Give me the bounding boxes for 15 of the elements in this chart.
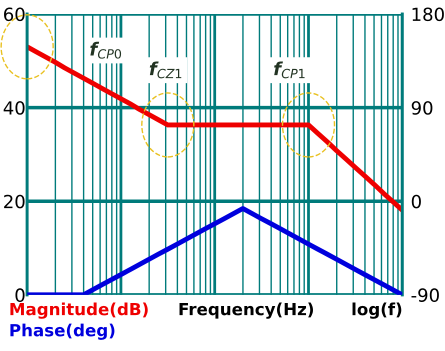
y-tick-label: 20 xyxy=(4,194,25,208)
y2-tick-label: 90 xyxy=(412,101,432,115)
annotation: f$_{CP0}$ xyxy=(90,42,122,59)
x-axis-title: Frequency(Hz) xyxy=(180,302,314,319)
y2-tick-label: 0 xyxy=(412,194,421,208)
y2-tick-label: -90 xyxy=(411,288,439,302)
annotation: f$_{CZ1}$ xyxy=(150,61,182,78)
series-label: Phase(deg) xyxy=(10,324,114,340)
text: log(f) xyxy=(352,302,402,319)
y-tick-label: 40 xyxy=(4,101,25,115)
y2-tick-label: 180 xyxy=(412,8,444,22)
y-tick-label: 60 xyxy=(4,8,25,22)
y-tick-label: 0 xyxy=(15,288,25,302)
text: Magnitude(dB) xyxy=(10,302,148,319)
annotation: f$_{CP1}$ xyxy=(274,61,305,78)
